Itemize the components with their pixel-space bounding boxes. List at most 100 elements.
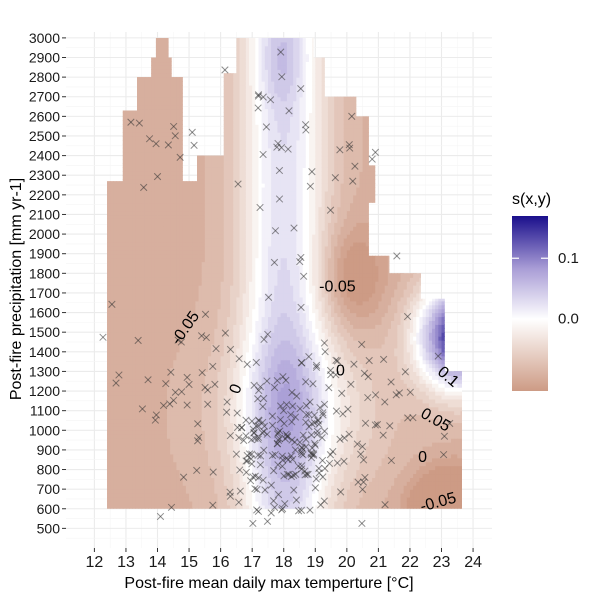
heatmap-cell [230, 273, 234, 278]
heatmap-cell [148, 155, 152, 161]
heatmap-cell [201, 445, 206, 451]
heatmap-cell [201, 367, 206, 373]
heatmap-cell [185, 222, 190, 227]
heatmap-cell [116, 77, 121, 82]
heatmap-cell [208, 442, 212, 447]
heatmap-cell [135, 481, 140, 486]
heatmap-cell [129, 206, 133, 212]
heatmap-cell [138, 304, 143, 310]
heatmap-cell [113, 489, 118, 494]
heatmap-cell [166, 316, 171, 322]
heatmap-cell [132, 308, 137, 314]
heatmap-cell [144, 81, 149, 86]
heatmap-cell [195, 100, 200, 106]
heatmap-cell [214, 61, 219, 66]
heatmap-cell [113, 398, 118, 404]
heatmap-cell [208, 194, 212, 200]
heatmap-cell [144, 394, 149, 400]
heatmap-cell [214, 296, 219, 302]
heatmap-cell [230, 179, 234, 184]
heatmap-cell [179, 41, 184, 47]
heatmap-cell [189, 198, 193, 204]
heatmap-cell [189, 116, 193, 121]
heatmap-cell [176, 116, 181, 121]
heatmap-cell [192, 351, 196, 357]
heatmap-cell [195, 289, 200, 294]
heatmap-cell [166, 489, 171, 494]
heatmap-cell [151, 81, 155, 86]
heatmap-cell [195, 273, 200, 278]
heatmap-cell [135, 253, 140, 259]
heatmap-cell [107, 504, 111, 509]
heatmap-cell [132, 261, 137, 267]
heatmap-cell [135, 340, 140, 345]
heatmap-cell [157, 469, 162, 475]
heatmap-cell [195, 473, 200, 478]
heatmap-cell [233, 355, 237, 361]
heatmap-cell [129, 328, 133, 333]
heatmap-cell [192, 77, 196, 82]
heatmap-cell [157, 128, 162, 133]
heatmap-cell [135, 124, 140, 129]
heatmap-cell [233, 418, 237, 424]
heatmap-cell [144, 77, 149, 82]
heatmap-cell [223, 57, 228, 63]
heatmap-cell [116, 292, 121, 298]
heatmap-cell [135, 194, 140, 200]
heatmap-cell [211, 292, 215, 298]
heatmap-cell [116, 155, 121, 161]
heatmap-cell [119, 469, 124, 475]
heatmap-cell [223, 442, 228, 447]
heatmap-cell [173, 442, 178, 447]
heatmap-cell [116, 304, 121, 310]
heatmap-cell [185, 379, 190, 384]
heatmap-cell [157, 57, 162, 63]
heatmap-cell [135, 371, 140, 376]
heatmap-cell [125, 438, 130, 443]
heatmap-cell [185, 422, 190, 427]
heatmap-cell [160, 355, 165, 361]
heatmap-cell [154, 367, 159, 373]
heatmap-cell [135, 332, 140, 337]
heatmap-cell [176, 359, 181, 365]
heatmap-cell [110, 116, 114, 121]
heatmap-cell [144, 410, 149, 416]
heatmap-cell [182, 108, 187, 114]
heatmap-cell [141, 69, 146, 74]
heatmap-cell [113, 277, 118, 282]
heatmap-cell [144, 473, 149, 478]
heatmap-cell [125, 398, 130, 404]
heatmap-cell [132, 449, 137, 455]
heatmap-cell [208, 41, 212, 47]
heatmap-cell [122, 230, 127, 235]
heatmap-cell [119, 504, 124, 509]
heatmap-cell [154, 316, 159, 322]
heatmap-cell [157, 202, 162, 208]
heatmap-cell [148, 355, 152, 361]
heatmap-cell [157, 418, 162, 424]
heatmap-cell [223, 49, 228, 55]
heatmap-cell [166, 493, 171, 498]
heatmap-cell [208, 473, 212, 478]
heatmap-cell [226, 343, 231, 349]
heatmap-cell [208, 500, 212, 506]
heatmap-cell [144, 328, 149, 333]
heatmap-cell [185, 355, 190, 361]
heatmap-cell [176, 332, 181, 337]
heatmap-cell [185, 289, 190, 294]
heatmap-cell [220, 281, 225, 286]
heatmap-cell [214, 324, 219, 329]
heatmap-cell [122, 465, 127, 471]
heatmap-cell [226, 336, 231, 341]
heatmap-cell [223, 434, 228, 439]
heatmap-cell [195, 187, 200, 192]
heatmap-cell [110, 175, 114, 180]
heatmap-cell [151, 489, 155, 494]
heatmap-cell [144, 238, 149, 243]
heatmap-cell [185, 371, 190, 376]
heatmap-cell [125, 312, 130, 318]
heatmap-cell [233, 500, 237, 506]
heatmap-cell [208, 493, 212, 498]
heatmap-cell [151, 351, 155, 357]
heatmap-cell [148, 422, 152, 427]
